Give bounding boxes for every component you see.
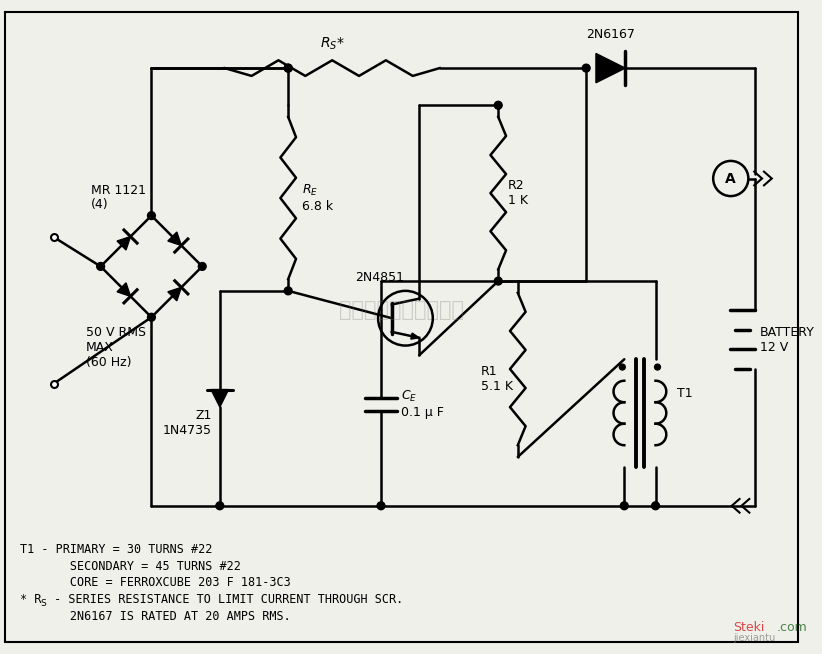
Text: $C_E$
0.1 μ F: $C_E$ 0.1 μ F [400,389,443,419]
Text: R1
5.1 K: R1 5.1 K [481,365,513,393]
Text: BATTERY
12 V: BATTERY 12 V [760,326,815,354]
Text: MR 1121: MR 1121 [91,184,145,197]
Text: - SERIES RESISTANCE TO LIMIT CURRENT THROUGH SCR.: - SERIES RESISTANCE TO LIMIT CURRENT THR… [47,593,403,606]
Text: (4): (4) [91,198,109,211]
Text: T1: T1 [677,387,693,400]
Circle shape [620,364,626,370]
Text: T1 - PRIMARY = 30 TURNS #22: T1 - PRIMARY = 30 TURNS #22 [20,543,212,557]
Circle shape [654,364,660,370]
Circle shape [284,64,292,72]
Circle shape [494,277,502,285]
Polygon shape [411,333,419,339]
Text: * R: * R [20,593,41,606]
Circle shape [147,313,155,321]
Polygon shape [211,390,229,407]
Polygon shape [117,283,131,296]
Circle shape [147,212,155,220]
Circle shape [621,502,628,509]
Circle shape [284,64,292,72]
Circle shape [198,262,206,270]
Text: .com: .com [777,621,807,634]
Polygon shape [168,287,182,301]
Text: A: A [725,171,737,186]
Polygon shape [596,54,626,83]
Circle shape [284,287,292,295]
Text: SECONDARY = 45 TURNS #22: SECONDARY = 45 TURNS #22 [20,560,240,573]
Circle shape [652,502,659,509]
Polygon shape [117,237,131,250]
Circle shape [494,101,502,109]
Text: (60 Hz): (60 Hz) [86,356,132,369]
Circle shape [377,502,385,509]
Text: $R_S$*: $R_S$* [320,36,344,52]
Text: Steki: Steki [732,621,764,634]
Circle shape [216,502,224,509]
Text: jiexiantu: jiexiantu [732,632,775,643]
Text: 1N4735: 1N4735 [163,424,212,437]
Text: 杭州将寡科技有限公司: 杭州将寡科技有限公司 [339,300,464,320]
Circle shape [97,262,104,270]
Text: 2N6167 IS RATED AT 20 AMPS RMS.: 2N6167 IS RATED AT 20 AMPS RMS. [20,610,290,623]
Text: 50 V RMS: 50 V RMS [86,326,146,339]
Text: 2N6167: 2N6167 [586,27,635,41]
Text: S: S [40,599,46,608]
Text: 2N4851: 2N4851 [354,271,404,284]
Text: CORE = FERROXCUBE 203 F 181-3C3: CORE = FERROXCUBE 203 F 181-3C3 [20,576,290,589]
Text: Z1: Z1 [196,409,212,422]
Polygon shape [168,232,182,245]
Text: MAX: MAX [86,341,114,354]
Text: $R_E$
6.8 k: $R_E$ 6.8 k [302,183,333,213]
Circle shape [582,64,590,72]
Text: R2
1 K: R2 1 K [508,179,528,207]
